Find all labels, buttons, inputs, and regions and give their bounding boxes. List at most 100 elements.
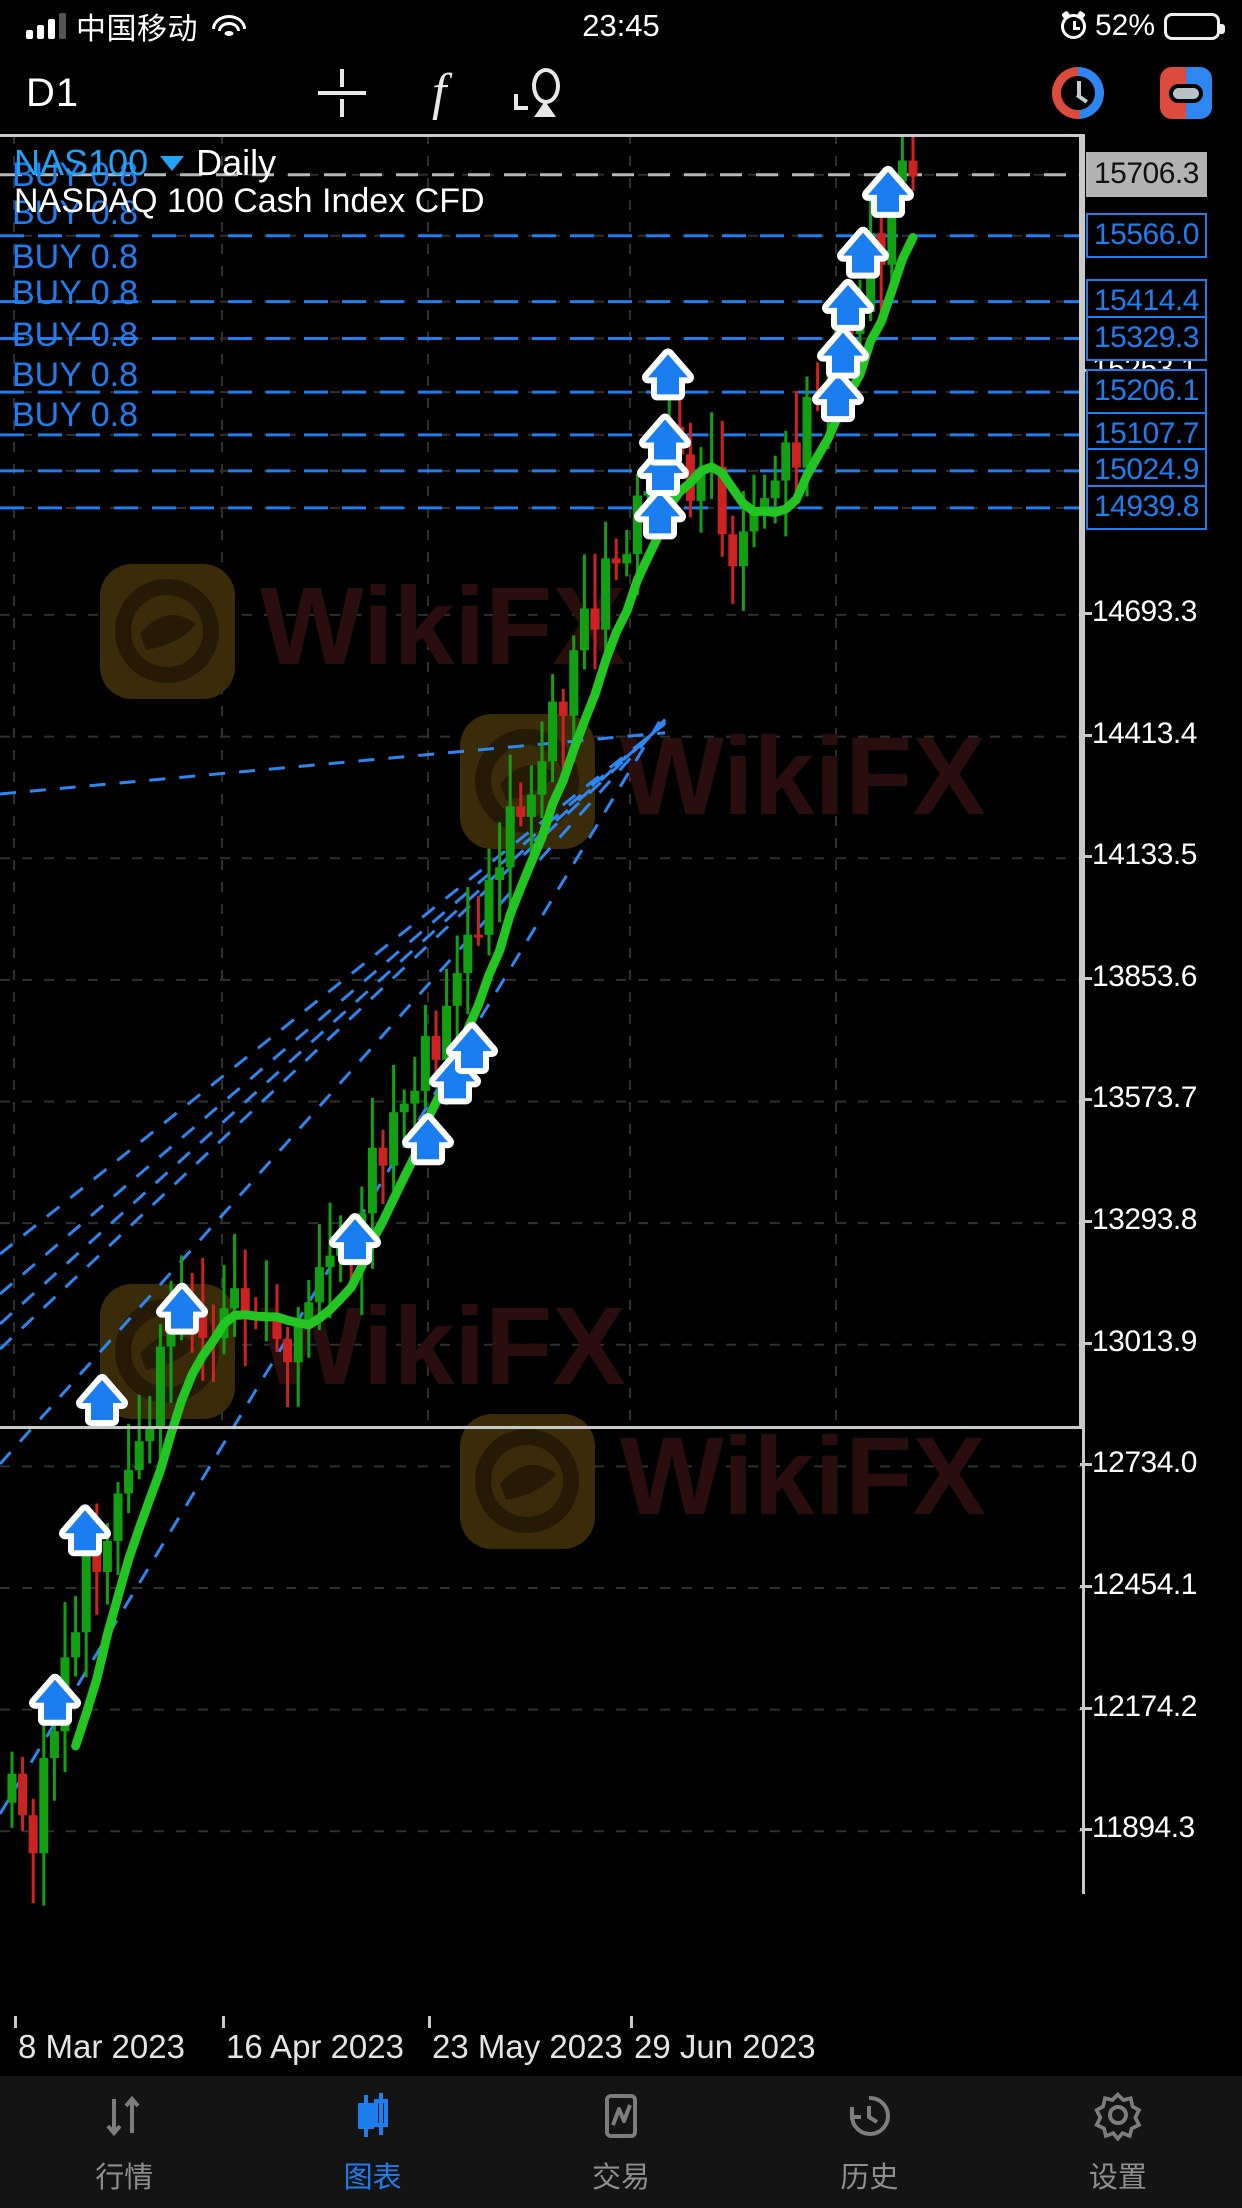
status-bar-left: 中国移动 <box>26 4 246 48</box>
svg-text:WikiFX: WikiFX <box>620 1415 986 1538</box>
price-tick-label: 13013.9 <box>1080 1324 1197 1358</box>
order-price-label[interactable]: 15206.1 <box>1086 369 1207 415</box>
buy-label: BUY 0.8 <box>12 238 139 276</box>
date-tick-label: 23 May 2023 <box>432 2028 623 2065</box>
svg-text:WikiFX: WikiFX <box>620 715 986 838</box>
chart-grid <box>0 134 1082 1833</box>
buy-arrow-marker[interactable] <box>642 348 694 401</box>
buy-arrow-marker[interactable] <box>639 413 691 466</box>
price-tick-label: 13293.8 <box>1080 1203 1197 1237</box>
buy-label: BUY 0.8 <box>12 156 139 194</box>
buy-arrow-marker[interactable] <box>637 443 689 496</box>
status-bar-right: 52% <box>1060 9 1225 43</box>
price-tick-label: 13853.6 <box>1080 959 1197 993</box>
signal-bars-icon <box>26 13 66 39</box>
buy-arrow-marker[interactable] <box>862 165 914 218</box>
nav-item-3[interactable]: 历史 <box>745 2088 993 2196</box>
battery-percent-label: 52% <box>1094 9 1155 42</box>
candlestick-group <box>7 134 918 1906</box>
buy-arrow-marker[interactable] <box>429 1052 481 1105</box>
date-tick <box>14 2016 17 2028</box>
chevron-down-icon[interactable] <box>160 155 185 171</box>
nav-label: 交易 <box>592 2162 651 2194</box>
buy-arrow-group[interactable] <box>29 165 914 1726</box>
price-tick-label: 12454.1 <box>1080 1568 1197 1602</box>
crosshair-icon[interactable] <box>318 69 366 117</box>
buy-arrow-marker[interactable] <box>402 1113 454 1166</box>
nav-label: 图表 <box>343 2162 402 2194</box>
trade-phone-icon <box>593 2088 649 2144</box>
chart-area[interactable]: WikiFX WikiFX WikiFX WikiFX NAS100 Daily NA… <box>0 134 1242 2024</box>
date-tick-label: 29 Jun 2023 <box>634 2028 816 2065</box>
price-tick-label: 14413.4 <box>1080 716 1197 750</box>
buy-arrow-marker[interactable] <box>59 1504 111 1557</box>
price-tick-label: 12174.2 <box>1080 1689 1197 1723</box>
svg-text:WikiFX: WikiFX <box>260 565 626 688</box>
svg-text:WikiFX: WikiFX <box>260 1285 626 1408</box>
price-axis[interactable]: 14693.3 14413.4 14133.5 13853.6 13573.7 13293… <box>1080 134 1242 2024</box>
indicators-f-icon[interactable]: f <box>432 64 447 121</box>
buy-label: BUY 0.8 <box>12 194 139 232</box>
battery-icon <box>1164 12 1225 40</box>
price-tick-label: 14693.3 <box>1080 594 1197 628</box>
nav-item-4[interactable]: 设置 <box>994 2088 1242 2196</box>
buy-label: BUY 0.8 <box>12 274 139 312</box>
price-axis-line <box>1082 134 1085 1894</box>
one-click-trading-icon[interactable] <box>1160 67 1212 119</box>
price-tick-label: 13573.7 <box>1080 1081 1197 1115</box>
settings-gear-icon <box>1090 2088 1146 2144</box>
nav-item-1[interactable]: 图表 <box>248 2088 496 2196</box>
trade-clock-icon[interactable] <box>1052 67 1104 119</box>
charts-candles-icon <box>345 2088 401 2144</box>
order-price-label[interactable]: 15566.0 <box>1086 212 1207 258</box>
buy-arrow-marker[interactable] <box>837 226 889 279</box>
toolbar-right-icons <box>1052 67 1212 119</box>
date-tick <box>428 2016 431 2028</box>
timeframe-button[interactable]: D1 <box>26 70 80 115</box>
buy-arrow-marker[interactable] <box>156 1282 208 1335</box>
nav-label: 历史 <box>840 2162 899 2194</box>
order-price-label[interactable]: 15329.3 <box>1086 315 1207 361</box>
chart-plot[interactable]: WikiFX WikiFX WikiFX WikiFX NAS100 Daily NA… <box>0 134 1082 2024</box>
symbol-selector[interactable]: NAS100 Daily <box>14 142 276 184</box>
bottom-navigation: 行情 图表 交易 历史 设置 <box>0 2076 1242 2208</box>
current-price-label: 15706.3 <box>1086 151 1207 197</box>
history-clock-icon <box>841 2088 897 2144</box>
symbol-description: NASDAQ 100 Cash Index CFD <box>14 182 485 220</box>
buy-label: BUY 0.8 <box>12 316 139 354</box>
clock-label: 23:45 <box>582 8 660 43</box>
buy-label: BUY 0.8 <box>12 356 139 394</box>
price-tick-label: 12734.0 <box>1080 1446 1197 1480</box>
nav-label: 设置 <box>1088 2162 1147 2194</box>
buy-arrow-marker[interactable] <box>817 326 869 379</box>
ma-line-group <box>71 233 918 1751</box>
nav-item-0[interactable]: 行情 <box>0 2088 248 2196</box>
symbol-label: NAS100 <box>14 142 149 183</box>
chart-toolbar: D1 f <box>0 52 1242 134</box>
order-line-group[interactable] <box>0 173 1082 510</box>
price-tick-label: 14133.5 <box>1080 838 1197 872</box>
buy-arrow-marker[interactable] <box>822 278 874 331</box>
date-tick <box>222 2016 225 2028</box>
buy-label: BUY 0.8 <box>12 396 139 434</box>
status-bar: 中国移动 23:45 52% <box>0 0 1242 52</box>
nav-item-2[interactable]: 交易 <box>497 2088 745 2196</box>
buy-arrow-marker[interactable] <box>29 1673 81 1726</box>
period-label: Daily <box>196 142 277 183</box>
buy-arrow-marker[interactable] <box>446 1021 498 1074</box>
alarm-clock-icon <box>1060 9 1086 39</box>
date-axis: 8 Mar 2023 16 Apr 2023 23 May 2023 29 Jun 2… <box>0 2016 1242 2076</box>
buy-arrow-marker[interactable] <box>76 1373 128 1426</box>
toolbar-center-icons: f <box>318 64 562 121</box>
price-tick-label: 11894.3 <box>1080 1811 1195 1845</box>
buy-arrow-marker[interactable] <box>812 370 864 423</box>
order-price-label[interactable]: 14939.8 <box>1086 484 1207 530</box>
buy-arrow-marker[interactable] <box>634 487 686 540</box>
date-tick <box>630 2016 633 2028</box>
buy-arrow-marker[interactable] <box>329 1213 381 1266</box>
wifi-icon <box>212 13 246 39</box>
objects-icon[interactable] <box>512 68 562 118</box>
quotes-arrows-icon <box>96 2088 152 2144</box>
